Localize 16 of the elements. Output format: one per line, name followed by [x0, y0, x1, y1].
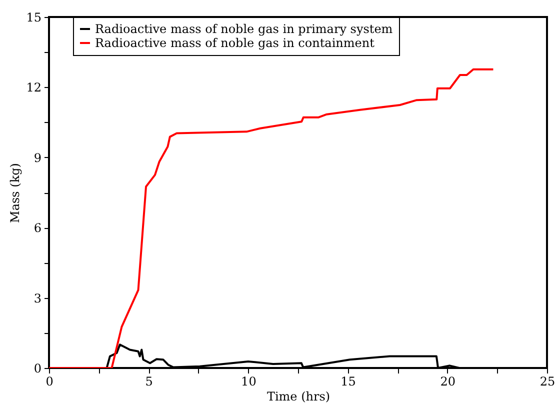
- x-axis-title: Time (hrs): [266, 390, 330, 404]
- x-tick-label: 10: [241, 374, 256, 388]
- y-tick-label: 3: [34, 291, 42, 306]
- x-tick-label: 5: [145, 374, 153, 388]
- y-tick-label: 6: [34, 221, 42, 236]
- legend-label: Radioactive mass of noble gas in containment: [95, 36, 375, 50]
- y-tick-label: 0: [34, 362, 42, 376]
- legend-label: Radioactive mass of noble gas in primary system: [95, 22, 394, 36]
- y-axis-title: Mass (kg): [8, 163, 22, 223]
- x-tick-label: 15: [340, 374, 356, 388]
- x-tick-label: 0: [46, 374, 54, 388]
- x-tick-label: 25: [540, 374, 556, 388]
- y-tick-label: 12: [26, 80, 42, 95]
- y-tick-label: 9: [34, 150, 42, 165]
- y-tick-label: 15: [26, 10, 42, 24]
- x-tick-label: 20: [440, 374, 456, 388]
